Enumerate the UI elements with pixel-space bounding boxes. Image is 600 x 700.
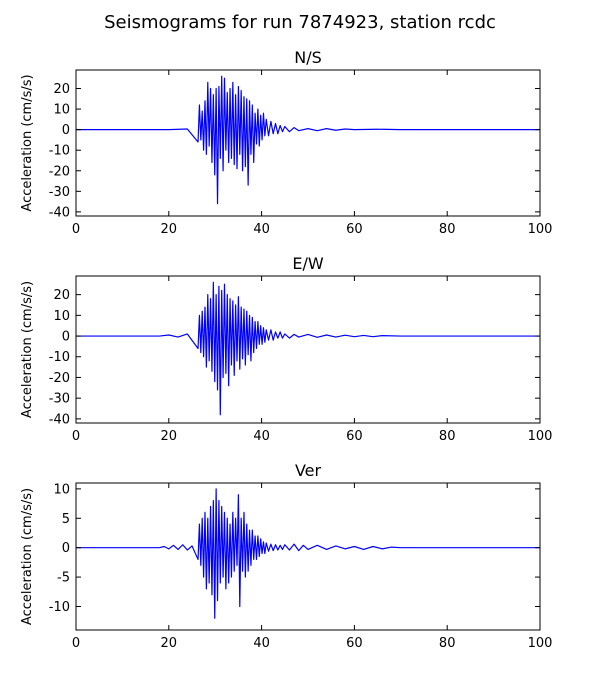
y-tick-label: -10 [49,144,70,159]
y-tick-label: 20 [53,82,70,97]
y-tick-label: 5 [62,512,70,527]
y-tick-label: -40 [49,205,70,220]
y-tick-label: -20 [49,164,70,179]
x-tick-label: 40 [253,429,270,444]
x-tick-label: 0 [72,636,80,651]
x-tick-label: 40 [253,636,270,651]
x-tick-label: 80 [439,222,456,237]
y-tick-label: -10 [49,600,70,615]
x-tick-label: 20 [161,636,178,651]
y-tick-label: 10 [53,103,70,118]
y-tick-label: -5 [57,571,70,586]
y-tick-label: -30 [49,392,70,407]
x-tick-label: 0 [72,429,80,444]
y-tick-label: 10 [53,309,70,324]
x-tick-label: 80 [439,429,456,444]
panel-title: Ver [295,461,322,480]
x-tick-label: 60 [346,636,363,651]
x-tick-label: 60 [346,222,363,237]
y-axis-label: Acceleration (cm/s/s) [20,74,35,211]
y-tick-label: 0 [62,330,70,345]
y-tick-label: 10 [53,482,70,497]
seismogram-trace [76,488,540,619]
x-tick-label: 20 [161,222,178,237]
y-tick-label: 20 [53,288,70,303]
panel-title: E/W [292,254,324,273]
y-tick-label: -20 [49,371,70,386]
plot-frame [75,69,541,217]
y-tick-label: 0 [62,123,70,138]
x-tick-label: 100 [528,636,553,651]
x-tick-label: 80 [439,636,456,651]
x-tick-label: 20 [161,429,178,444]
y-tick-label: -30 [49,185,70,200]
y-tick-label: -40 [49,412,70,427]
y-tick-label: -10 [49,350,70,365]
plot-frame [75,482,541,631]
plot-frame [75,275,541,424]
x-tick-label: 100 [528,222,553,237]
x-tick-label: 0 [72,222,80,237]
seismogram-trace [76,75,540,205]
panel-title: N/S [294,48,322,67]
y-axis-label: Acceleration (cm/s/s) [20,488,35,625]
x-tick-label: 100 [528,429,553,444]
seismogram-trace [76,281,540,416]
y-axis-label: Acceleration (cm/s/s) [20,281,35,418]
figure-title: Seismograms for run 7874923, station rcd… [104,12,496,33]
x-tick-label: 40 [253,222,270,237]
x-tick-label: 60 [346,429,363,444]
y-tick-label: 0 [62,541,70,556]
